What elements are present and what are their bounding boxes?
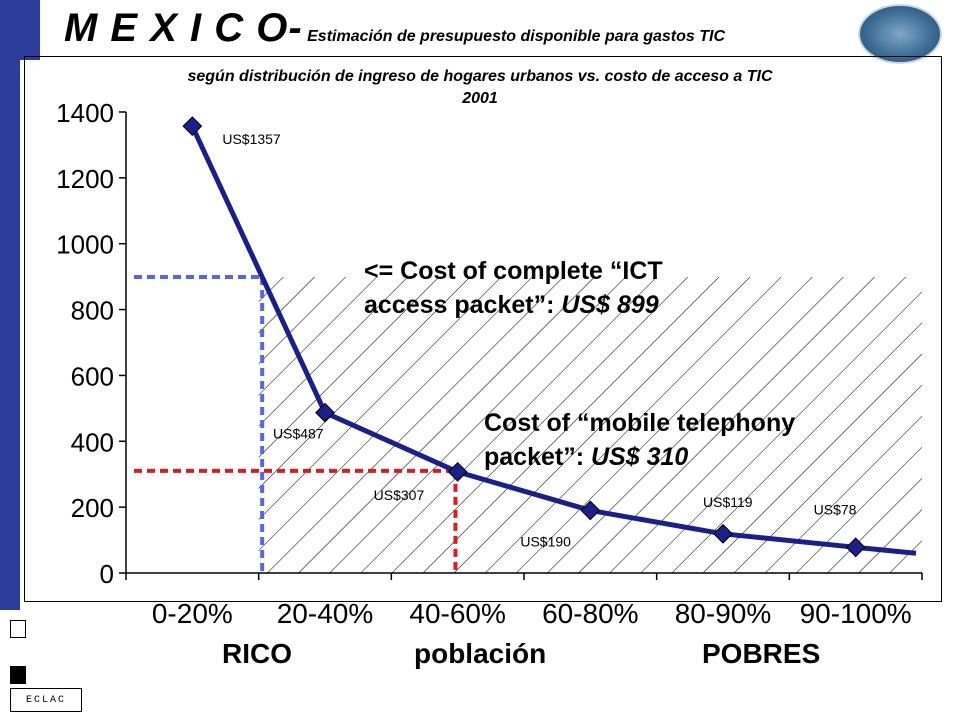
subtitle-line-1: según distribución de ingreso de hogares…: [187, 68, 773, 85]
data-label: US$78: [814, 501, 857, 517]
affordability-hatch-area: [258, 276, 923, 573]
series-line-group: [182, 116, 917, 558]
side-accent-bar: [0, 0, 20, 610]
group-label-poor: POBRES: [702, 638, 821, 669]
x-tick-label: 60-80%: [542, 598, 639, 629]
data-label-group: US$1357 US$487 US$307 US$190 US$119 US$78: [222, 131, 856, 549]
data-point-marker: [713, 523, 733, 544]
group-label-rich: RICO: [222, 638, 292, 669]
x-tick-label: 80-90%: [674, 598, 772, 629]
globe-logo-icon: [858, 4, 942, 64]
y-tick-label: 400: [71, 427, 114, 457]
x-tick-label: 90-100%: [799, 598, 912, 629]
ict-packet-annotation: <= Cost of complete “ICT access packet”:…: [364, 254, 663, 322]
y-tick-label: 600: [71, 361, 114, 391]
y-tick-label: 800: [71, 296, 114, 326]
data-point-marker: [580, 500, 601, 521]
chart-axes: 0 200 400 600 800 1000 1200 1400: [56, 98, 923, 589]
logo-mark-icon: [10, 620, 26, 638]
data-point-marker: [315, 402, 335, 423]
x-tick-label: 20-40%: [276, 598, 374, 629]
title-description: Estimación de presupuesto disponible par…: [302, 28, 725, 45]
mobile-annotation-line-1: Cost of “mobile telephony: [484, 409, 796, 437]
mobile-packet-annotation: Cost of “mobile telephony packet”: US$ 3…: [484, 406, 795, 474]
data-label: US$119: [703, 494, 753, 510]
chart-title: M E X I C O- Estimación de presupuesto d…: [64, 6, 954, 51]
mobile-annotation-value: US$ 310: [590, 443, 689, 471]
data-label: US$1357: [222, 131, 281, 147]
data-label: US$307: [374, 487, 425, 503]
y-tick-label: 1200: [56, 164, 114, 194]
data-label: US$190: [520, 533, 571, 549]
reference-lines: [134, 274, 458, 573]
title-country: M E X I C O-: [64, 6, 303, 50]
data-point-marker: [447, 462, 468, 482]
ict-annotation-value: US$ 899: [561, 291, 659, 319]
data-point-marker: [845, 537, 866, 558]
mobile-annotation-line-2: packet”:: [484, 443, 591, 471]
data-point-marker: [182, 116, 203, 137]
logo-mark-dark-icon: [10, 666, 26, 684]
y-tick-label: 1000: [56, 230, 114, 260]
group-label-population: población: [414, 638, 547, 669]
eclac-logo: ECLAC: [10, 688, 82, 712]
ict-annotation-line-1: <= Cost of complete “ICT: [364, 257, 663, 285]
data-label: US$487: [273, 426, 324, 442]
x-tick-label: 40-60%: [409, 598, 506, 629]
chart-subtitle: según distribución de ingreso de hogares…: [0, 66, 960, 110]
subtitle-line-2: 2001: [462, 90, 498, 107]
y-tick-label: 0: [100, 559, 114, 589]
y-tick-label: 1400: [56, 98, 114, 128]
y-tick-label: 200: [71, 493, 114, 523]
x-tick-label: 0-20%: [151, 598, 233, 629]
ict-annotation-line-2: access packet”:: [364, 291, 562, 319]
